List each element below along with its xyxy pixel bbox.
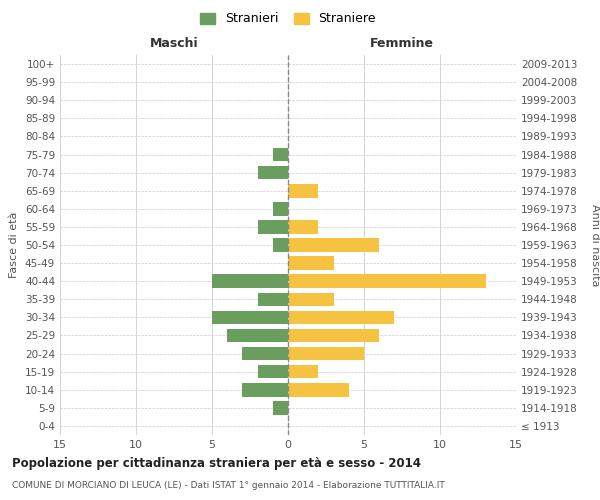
Bar [288, 310, 394, 324]
Bar [273, 401, 288, 414]
Y-axis label: Anni di nascita: Anni di nascita [590, 204, 600, 286]
Bar [288, 238, 379, 252]
Bar [257, 365, 288, 378]
Bar [288, 328, 379, 342]
Text: Popolazione per cittadinanza straniera per età e sesso - 2014: Popolazione per cittadinanza straniera p… [12, 458, 421, 470]
Y-axis label: Fasce di età: Fasce di età [10, 212, 19, 278]
Bar [273, 238, 288, 252]
Bar [288, 292, 334, 306]
Bar [257, 220, 288, 234]
Bar [288, 220, 319, 234]
Bar [212, 274, 288, 288]
Bar [212, 310, 288, 324]
Bar [288, 347, 364, 360]
Bar [288, 256, 334, 270]
Bar [288, 383, 349, 396]
Bar [273, 148, 288, 162]
Bar [257, 166, 288, 179]
Text: Maschi: Maschi [149, 36, 199, 50]
Bar [273, 202, 288, 215]
Bar [288, 274, 485, 288]
Bar [288, 365, 319, 378]
Bar [257, 292, 288, 306]
Bar [242, 347, 288, 360]
Text: COMUNE DI MORCIANO DI LEUCA (LE) - Dati ISTAT 1° gennaio 2014 - Elaborazione TUT: COMUNE DI MORCIANO DI LEUCA (LE) - Dati … [12, 481, 445, 490]
Bar [242, 383, 288, 396]
Legend: Stranieri, Straniere: Stranieri, Straniere [196, 8, 380, 29]
Bar [288, 184, 319, 198]
Bar [227, 328, 288, 342]
Text: Femmine: Femmine [370, 36, 434, 50]
